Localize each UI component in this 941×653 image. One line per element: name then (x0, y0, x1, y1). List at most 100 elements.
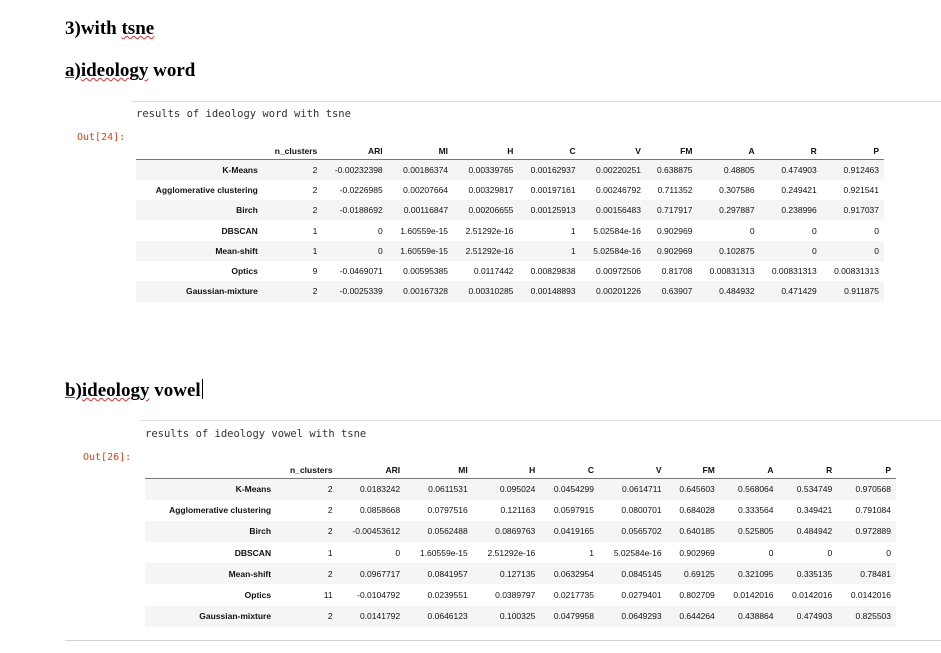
table-cell: 0.249421 (781, 184, 817, 195)
column-header: H (472, 462, 541, 479)
table-cell: 0.00156483 (596, 205, 641, 216)
table-cell: 0.0141792 (359, 611, 401, 622)
table-cell: 0.912463 (843, 164, 879, 175)
table-header: n_clusters ARI MI H C V FM A R P (145, 462, 896, 479)
row-label: Gaussian-mixture (186, 286, 258, 297)
table-cell: 0 (886, 547, 891, 558)
subheading-a-link[interactable]: ideology (80, 60, 149, 81)
column-header: C (540, 462, 600, 479)
table-cell: 1 (312, 225, 318, 236)
subheading-b-prefix: b) (65, 380, 82, 401)
table-cell: 0.0797516 (427, 505, 468, 516)
row-label: Birch (236, 205, 258, 216)
table-cell: 1 (312, 245, 318, 256)
table-cell: 0 (749, 225, 755, 236)
table-row: DBSCAN 1 0 1.60559e-15 2.51292e-16 1 5.02584e-… (136, 220, 884, 240)
table-cell: 0.00148893 (530, 286, 576, 297)
column-header: R (778, 462, 838, 479)
table-cell: 0.00207664 (403, 184, 449, 195)
output-prompt: Out[24]: (77, 132, 126, 143)
table-cell: 0.0841957 (427, 568, 468, 579)
table-cell: 2 (312, 286, 318, 297)
column-header: V (580, 143, 646, 160)
subheading-a-prefix: a) (65, 60, 81, 81)
table-cell: 0.095024 (499, 484, 536, 495)
table-body: K-Means 2 0.0183242 0.0611531 0.095024 0.0454… (145, 478, 896, 627)
table-cell: 0.00206655 (468, 205, 514, 216)
column-header: MI (405, 462, 473, 479)
table-cell: 0.921541 (843, 184, 879, 195)
table-cell: 0.333564 (738, 505, 774, 516)
output-caption: results of ideology word with tsne (136, 108, 351, 120)
table-cell: 0.238996 (781, 205, 817, 216)
table-cell: 0.640185 (679, 526, 715, 537)
table-cell: -0.00232398 (334, 164, 383, 175)
table-cell: 0 (827, 547, 833, 558)
row-label: Optics (244, 590, 272, 601)
table-cell: 2 (327, 568, 333, 579)
column-header: n_clusters (276, 462, 338, 479)
table-cell: 0.00246792 (596, 184, 641, 195)
table-cell: 0.0597915 (553, 505, 595, 516)
table-cell: 0.0562488 (427, 526, 468, 537)
table-cell: 1 (589, 547, 595, 558)
table-cell: 0.00201226 (596, 286, 641, 297)
table-cell: 0.911875 (844, 286, 879, 297)
table-cell: 0.711352 (657, 184, 693, 195)
text-cursor (201, 379, 203, 399)
table-cell: 0.568064 (738, 484, 774, 495)
table-cell: 0.902969 (656, 245, 693, 256)
table-cell: 0.00339765 (468, 164, 514, 175)
column-header: FM (666, 462, 720, 479)
table-cell: 0.525805 (738, 526, 774, 537)
table-row: K-Means 2 -0.00232398 0.00186374 0.00339765 0… (136, 159, 884, 180)
table-cell: 0.335135 (796, 568, 833, 579)
table-cell: 0.0649293 (621, 611, 662, 622)
table-cell: 0.63907 (661, 286, 693, 297)
table-cell: 0.00167328 (403, 286, 449, 297)
table-cell: 0.645603 (679, 484, 715, 495)
table-cell: 0.0565702 (621, 526, 662, 537)
table-cell: 0.00310285 (468, 286, 514, 297)
table-cell: 0.00197161 (530, 184, 576, 195)
table-cell: 1 (570, 245, 576, 256)
table-cell: 0.902969 (679, 547, 715, 558)
results-table-ideology-word: n_clusters ARI MI H C V FM A R P K-Means 2 -0.00232… (136, 143, 884, 302)
table-cell: 0 (874, 245, 879, 256)
table-cell: 0 (812, 245, 817, 256)
table-cell: 0.297887 (719, 205, 755, 216)
table-cell: 0.0389797 (495, 590, 536, 601)
subheading-b-link[interactable]: ideology (81, 380, 150, 401)
table-cell: 0.0858668 (359, 505, 401, 516)
table-cell: 0.802709 (679, 590, 715, 601)
output-prompt: Out[26]: (83, 452, 132, 463)
table-cell: 0.0479958 (553, 611, 595, 622)
row-label: Mean-shift (228, 568, 272, 579)
table-cell: 0.0183242 (359, 484, 401, 495)
table-cell: 0.902969 (656, 225, 693, 236)
table-cell: 0.121163 (500, 505, 536, 516)
table-cell: 0.484932 (719, 286, 755, 297)
table-cell: 0.00831313 (771, 266, 817, 277)
subheading-b-suffix: vowel (149, 380, 201, 401)
table-cell: 2 (327, 526, 333, 537)
table-cell: 0.0845145 (621, 568, 662, 579)
table-row: Mean-shift 1 0 1.60559e-15 2.51292e-16 1 5.025… (136, 240, 884, 261)
table-cell: 2 (327, 484, 333, 495)
table-row: Agglomerative clustering 2 0.0858668 0.0797… (145, 500, 896, 521)
table-cell: 0.534749 (796, 484, 833, 495)
table-cell: 0.791084 (855, 505, 891, 516)
table-cell: 0.638875 (656, 164, 693, 175)
table-cell: 0.0117442 (473, 266, 514, 277)
table-cell: 0.825503 (855, 611, 891, 622)
table-cell: 0.321095 (738, 568, 774, 579)
subheading-ideology-word: a)ideology word (65, 60, 195, 82)
table-cell: 0.00595385 (403, 266, 449, 277)
table-cell: 0.0454299 (553, 484, 595, 495)
table-cell: 0.00829838 (530, 266, 576, 277)
table-cell: 0.00831313 (709, 266, 755, 277)
row-label: DBSCAN (234, 547, 272, 558)
table-row: Mean-shift 2 0.0967717 0.0841957 0.127135 0.0… (145, 563, 896, 585)
column-header: P (837, 462, 896, 479)
table-cell: 0.349421 (796, 505, 833, 516)
